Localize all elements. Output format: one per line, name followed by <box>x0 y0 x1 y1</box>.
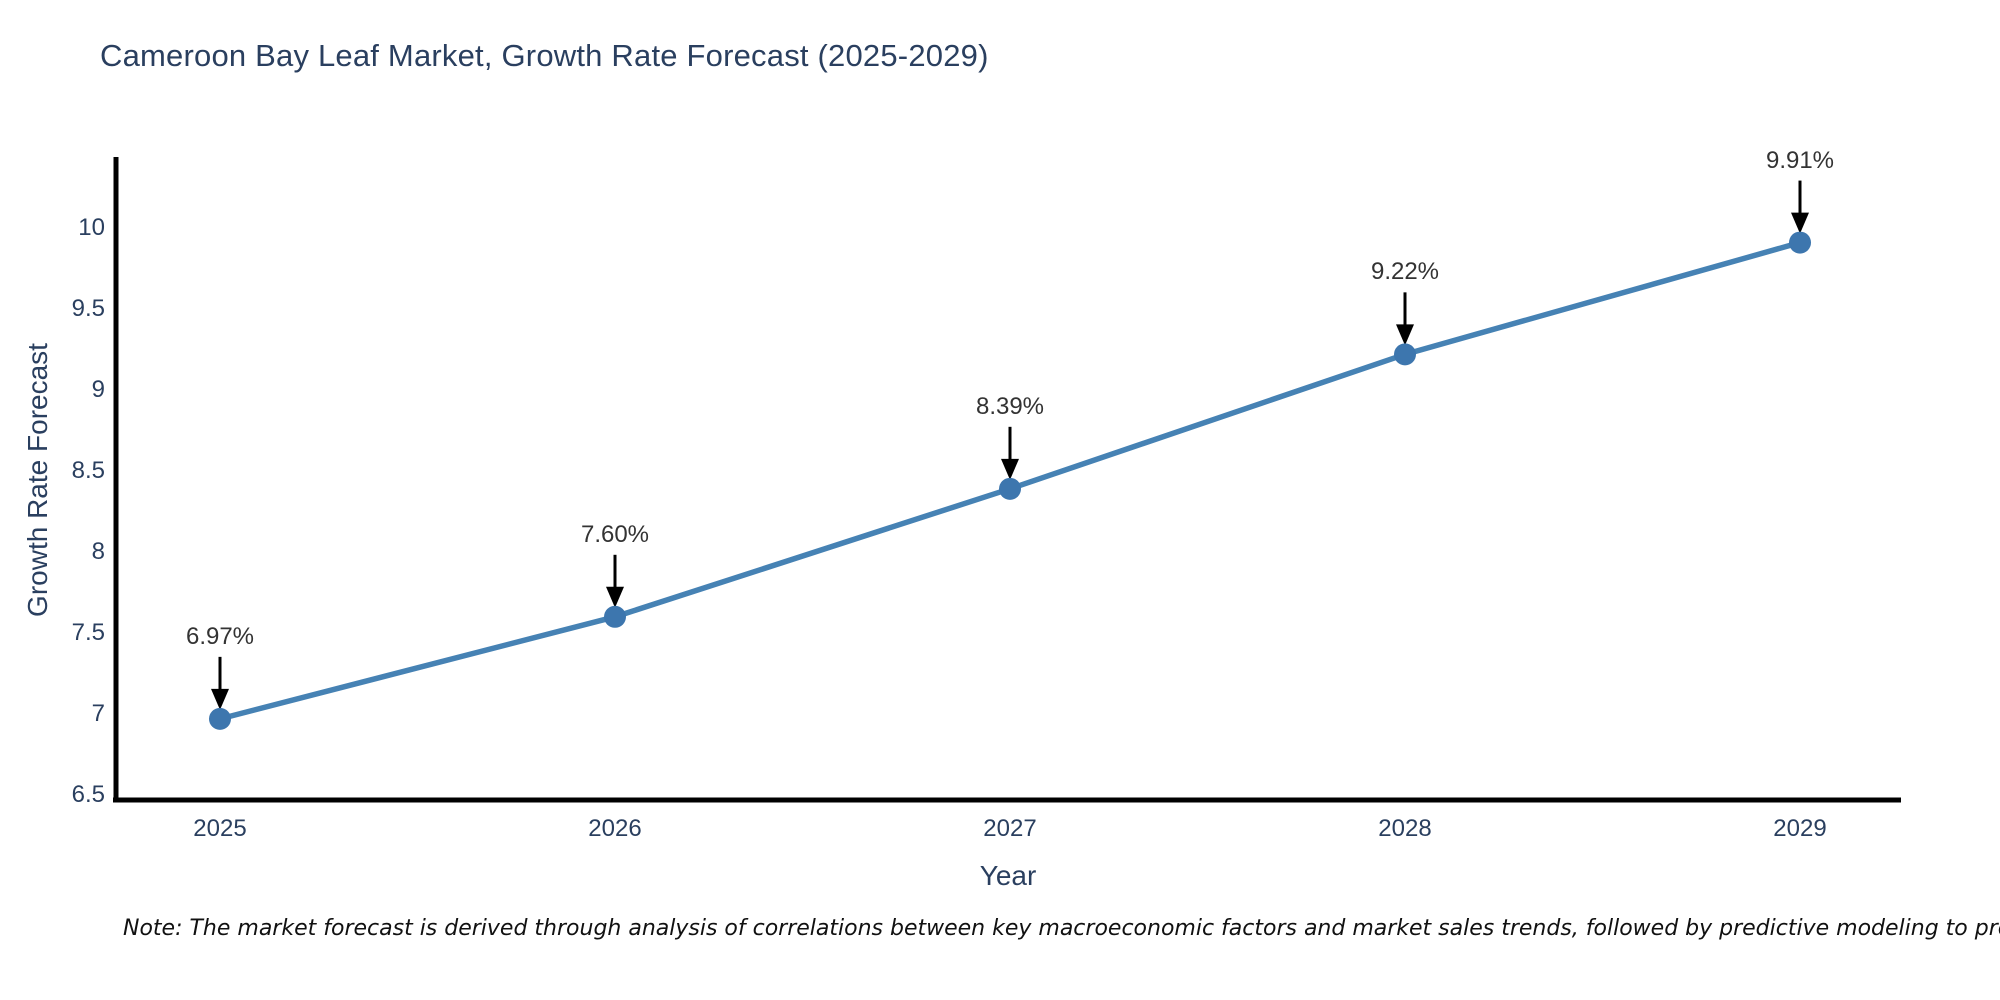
annotation-arrow-head <box>1791 212 1809 234</box>
x-axis-title: Year <box>979 860 1037 891</box>
y-tick-label: 8 <box>91 538 105 565</box>
y-tick-label: 7 <box>91 700 105 727</box>
annotation-arrow-head <box>606 586 624 608</box>
x-tick-label: 2029 <box>1773 815 1827 842</box>
x-tick-label: 2027 <box>983 815 1037 842</box>
y-tick-label: 6.5 <box>71 781 105 808</box>
x-tick-label: 2028 <box>1378 815 1432 842</box>
data-point-marker <box>209 707 231 730</box>
y-tick-label: 10 <box>78 214 105 241</box>
footnote: Note: The market forecast is derived thr… <box>123 916 2000 941</box>
data-point-value-label: 8.39% <box>975 392 1045 420</box>
data-point-value-label: 6.97% <box>185 622 255 650</box>
annotation-arrow-head <box>1396 324 1414 346</box>
data-point-marker <box>999 477 1021 500</box>
annotation-arrow-head <box>1001 458 1019 480</box>
data-point-value-label: 9.22% <box>1370 258 1440 286</box>
data-point-value-label: 7.60% <box>580 520 650 548</box>
y-tick-label: 7.5 <box>71 619 105 646</box>
data-point-value-label: 9.91% <box>1765 146 1835 174</box>
y-tick-label: 9.5 <box>71 295 105 322</box>
data-point-marker <box>604 605 626 628</box>
data-point-marker <box>1789 231 1811 254</box>
data-point-marker <box>1394 343 1416 366</box>
annotation-arrow-head <box>211 688 229 710</box>
y-tick-label: 8.5 <box>71 457 105 484</box>
x-tick-label: 2026 <box>588 815 642 842</box>
x-tick-label: 2025 <box>193 815 247 842</box>
y-tick-label: 9 <box>91 376 105 403</box>
chart-title: Cameroon Bay Leaf Market, Growth Rate Fo… <box>100 38 989 73</box>
